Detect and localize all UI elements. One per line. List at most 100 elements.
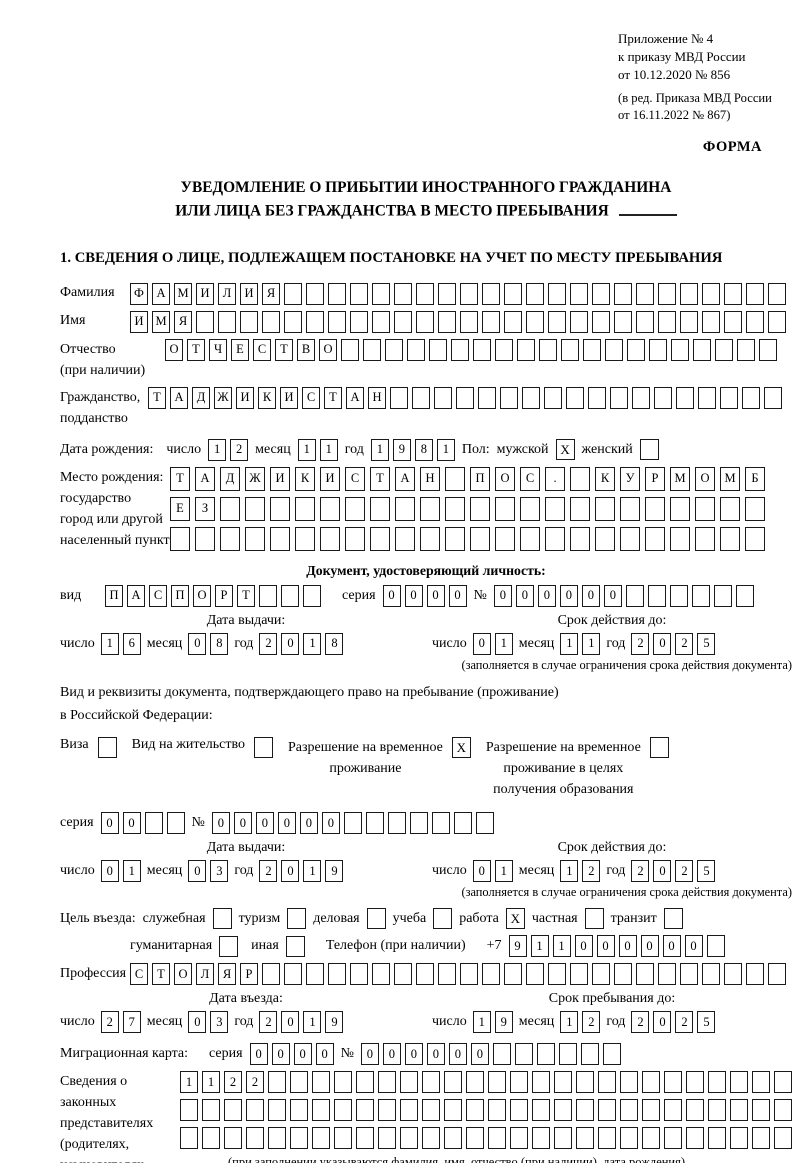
char-cell[interactable] bbox=[670, 526, 690, 551]
char-cell[interactable] bbox=[592, 963, 610, 986]
char-cell[interactable]: 0 bbox=[559, 584, 578, 607]
char-cell[interactable]: 0 bbox=[321, 812, 340, 835]
char-cell[interactable] bbox=[482, 963, 500, 986]
char-cell[interactable] bbox=[372, 310, 390, 333]
char-cell[interactable] bbox=[680, 282, 698, 305]
char-cell[interactable] bbox=[420, 496, 440, 521]
char-cell[interactable] bbox=[730, 1127, 748, 1150]
char-cell[interactable] bbox=[570, 282, 588, 305]
char-cell[interactable] bbox=[460, 282, 478, 305]
char-cell[interactable]: 0 bbox=[426, 1043, 445, 1066]
char-cell[interactable] bbox=[654, 386, 672, 409]
char-cell[interactable] bbox=[746, 963, 764, 986]
char-cell[interactable] bbox=[664, 1127, 682, 1150]
char-cell[interactable]: А bbox=[170, 386, 188, 409]
char-cell[interactable] bbox=[614, 310, 632, 333]
char-cell[interactable] bbox=[356, 1099, 374, 1122]
char-cell[interactable] bbox=[290, 1099, 308, 1122]
char-cell[interactable]: 0 bbox=[662, 935, 681, 958]
char-cell[interactable] bbox=[570, 496, 590, 521]
char-cell[interactable]: 1 bbox=[472, 1011, 491, 1034]
char-cell[interactable]: 0 bbox=[233, 812, 252, 835]
char-cell[interactable]: 2 bbox=[675, 860, 694, 883]
char-cell[interactable]: 0 bbox=[281, 1011, 300, 1034]
char-cell[interactable]: 0 bbox=[100, 812, 119, 835]
char-cell[interactable] bbox=[539, 338, 557, 361]
char-cell[interactable] bbox=[720, 526, 740, 551]
char-cell[interactable]: И bbox=[320, 466, 340, 491]
char-cell[interactable] bbox=[548, 282, 566, 305]
char-cell[interactable] bbox=[627, 338, 645, 361]
char-cell[interactable] bbox=[598, 1127, 616, 1150]
char-cell[interactable] bbox=[478, 386, 496, 409]
char-cell[interactable]: 0 bbox=[299, 812, 318, 835]
char-cell[interactable] bbox=[328, 310, 346, 333]
char-cell[interactable] bbox=[526, 310, 544, 333]
char-cell[interactable] bbox=[724, 310, 742, 333]
char-cell[interactable] bbox=[708, 1099, 726, 1122]
char-cell[interactable] bbox=[420, 526, 440, 551]
char-cell[interactable] bbox=[536, 1043, 555, 1066]
char-cell[interactable]: 0 bbox=[281, 632, 300, 655]
char-cell[interactable] bbox=[281, 584, 299, 607]
char-cell[interactable] bbox=[504, 963, 522, 986]
char-cell[interactable] bbox=[284, 310, 302, 333]
char-cell[interactable] bbox=[224, 1127, 242, 1150]
char-cell[interactable] bbox=[312, 1071, 330, 1094]
char-cell[interactable] bbox=[438, 310, 456, 333]
char-cell[interactable]: 1 bbox=[297, 438, 316, 461]
char-cell[interactable]: С bbox=[345, 466, 365, 491]
char-cell[interactable]: 0 bbox=[315, 1043, 334, 1066]
char-cell[interactable] bbox=[356, 1071, 374, 1094]
char-cell[interactable] bbox=[708, 1071, 726, 1094]
char-cell[interactable] bbox=[576, 1127, 594, 1150]
char-cell[interactable]: 8 bbox=[210, 632, 229, 655]
char-cell[interactable] bbox=[246, 1099, 264, 1122]
char-cell[interactable] bbox=[649, 338, 667, 361]
char-cell[interactable] bbox=[745, 526, 765, 551]
char-cell[interactable]: Я bbox=[262, 282, 280, 305]
char-cell[interactable] bbox=[614, 963, 632, 986]
char-cell[interactable] bbox=[394, 963, 412, 986]
char-cell[interactable]: 9 bbox=[494, 1011, 513, 1034]
char-cell[interactable] bbox=[605, 338, 623, 361]
char-cell[interactable] bbox=[394, 282, 412, 305]
residence-permit-checkbox[interactable] bbox=[253, 737, 273, 759]
char-cell[interactable]: 1 bbox=[436, 438, 455, 461]
char-cell[interactable]: 1 bbox=[582, 632, 601, 655]
char-cell[interactable] bbox=[372, 963, 390, 986]
visa-checkbox[interactable] bbox=[97, 737, 117, 759]
char-cell[interactable]: З bbox=[195, 496, 215, 521]
char-cell[interactable]: 0 bbox=[537, 584, 556, 607]
char-cell[interactable]: А bbox=[152, 282, 170, 305]
char-cell[interactable] bbox=[558, 1043, 577, 1066]
char-cell[interactable] bbox=[570, 466, 590, 491]
char-cell[interactable] bbox=[545, 526, 565, 551]
char-cell[interactable] bbox=[456, 386, 474, 409]
char-cell[interactable]: 1 bbox=[319, 438, 338, 461]
char-cell[interactable]: О bbox=[165, 338, 183, 361]
char-cell[interactable] bbox=[416, 282, 434, 305]
char-cell[interactable]: 6 bbox=[122, 632, 141, 655]
char-cell[interactable] bbox=[504, 282, 522, 305]
char-cell[interactable] bbox=[224, 1099, 242, 1122]
char-cell[interactable]: 0 bbox=[281, 860, 300, 883]
char-cell[interactable]: 1 bbox=[494, 632, 513, 655]
char-cell[interactable] bbox=[676, 386, 694, 409]
sex-female-checkbox[interactable] bbox=[639, 439, 659, 461]
char-cell[interactable] bbox=[334, 1099, 352, 1122]
char-cell[interactable]: 1 bbox=[560, 1011, 579, 1034]
char-cell[interactable] bbox=[658, 310, 676, 333]
char-cell[interactable]: 2 bbox=[259, 1011, 278, 1034]
char-cell[interactable]: П bbox=[470, 466, 490, 491]
char-cell[interactable]: Н bbox=[368, 386, 386, 409]
char-cell[interactable]: Т bbox=[170, 466, 190, 491]
char-cell[interactable]: 0 bbox=[574, 935, 593, 958]
char-cell[interactable] bbox=[514, 1043, 533, 1066]
char-cell[interactable]: 2 bbox=[675, 1011, 694, 1034]
char-cell[interactable] bbox=[595, 496, 615, 521]
char-cell[interactable] bbox=[746, 282, 764, 305]
char-cell[interactable]: 9 bbox=[325, 860, 344, 883]
char-cell[interactable]: 0 bbox=[684, 935, 703, 958]
char-cell[interactable] bbox=[416, 963, 434, 986]
